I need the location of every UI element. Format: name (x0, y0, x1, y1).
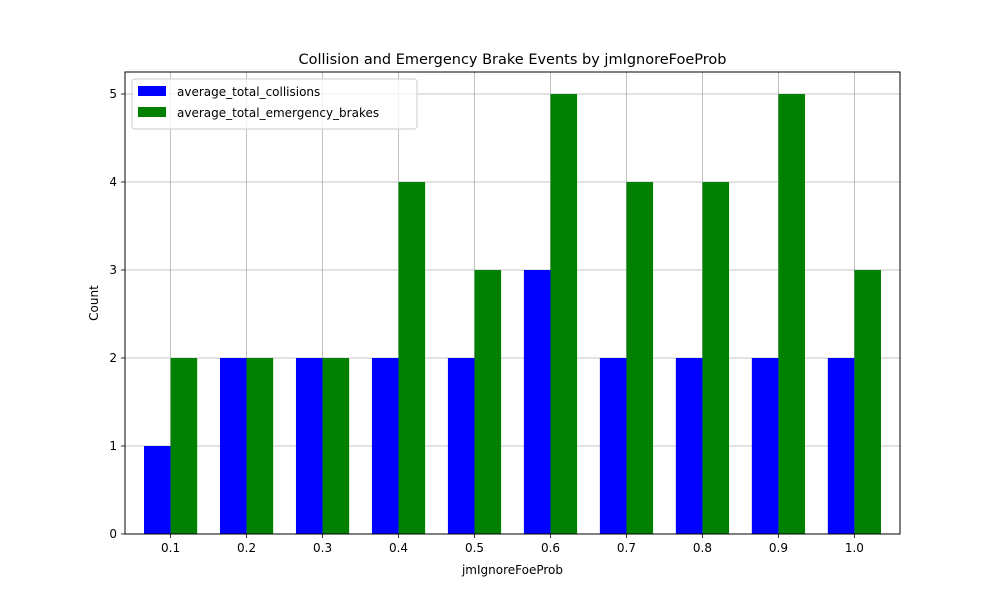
x-tick-label: 0.9 (769, 541, 788, 555)
y-tick-label: 5 (109, 87, 117, 101)
bar-average_total_collisions-0.3 (295, 358, 323, 534)
x-tick-label: 0.3 (313, 541, 332, 555)
bar-average_total_emergency_brakes-0.4 (398, 182, 426, 534)
x-tick-label: 0.1 (161, 541, 180, 555)
y-tick-label: 4 (109, 175, 117, 189)
legend-label: average_total_emergency_brakes (177, 106, 379, 120)
bar-average_total_emergency_brakes-1.0 (854, 270, 882, 534)
bar-average_total_emergency_brakes-0.9 (778, 94, 806, 534)
x-tick-label: 0.5 (465, 541, 484, 555)
bar-average_total_emergency_brakes-0.8 (702, 182, 730, 534)
bar-average_total_collisions-0.6 (523, 270, 551, 534)
legend-box (131, 78, 418, 130)
x-tick-label: 0.2 (237, 541, 256, 555)
y-tick-label: 3 (109, 263, 117, 277)
bars (143, 94, 882, 534)
bar-average_total_collisions-0.5 (447, 358, 475, 534)
x-tick-label: 0.8 (693, 541, 712, 555)
x-axis-label: jmIgnoreFoeProb (461, 563, 563, 577)
bar-average_total_emergency_brakes-0.6 (550, 94, 578, 534)
x-tick-label: 0.7 (617, 541, 636, 555)
bar-average_total_collisions-0.4 (371, 358, 399, 534)
plot-frame (124, 71, 901, 535)
bar-average_total_collisions-0.9 (751, 358, 779, 534)
bar-average_total_collisions-0.8 (675, 358, 703, 534)
bar-average_total_collisions-1.0 (827, 358, 855, 534)
chart-title: Collision and Emergency Brake Events by … (299, 52, 727, 68)
y-tick-label: 0 (109, 527, 117, 541)
y-tick-label: 1 (109, 439, 117, 453)
legend-label: average_total_collisions (177, 85, 320, 99)
x-tick-label: 0.4 (389, 541, 408, 555)
bar-average_total_emergency_brakes-0.3 (322, 358, 350, 534)
y-tick-label: 2 (109, 351, 117, 365)
bar-average_total_emergency_brakes-0.7 (626, 182, 654, 534)
axis-ticks: 0.1 0.2 0.3 0.4 0.5 0.6 0.7 0.8 0.9 1.0 0 1 2 3 4 5 (109, 87, 864, 555)
bar-average_total_emergency_brakes-0.2 (246, 358, 274, 534)
bar-average_total_collisions-0.1 (143, 446, 171, 534)
bar-average_total_emergency_brakes-0.1 (170, 358, 198, 534)
legend: average_total_collisions average_total_em… (131, 78, 418, 130)
x-tick-label: 1.0 (845, 541, 864, 555)
x-tick-label: 0.6 (541, 541, 560, 555)
bar-average_total_emergency_brakes-0.5 (474, 270, 502, 534)
legend-swatch (138, 86, 166, 96)
legend-swatch (138, 107, 166, 117)
y-axis-label: Count (87, 285, 101, 321)
bar-average_total_collisions-0.2 (219, 358, 247, 534)
bar-average_total_collisions-0.7 (599, 358, 627, 534)
